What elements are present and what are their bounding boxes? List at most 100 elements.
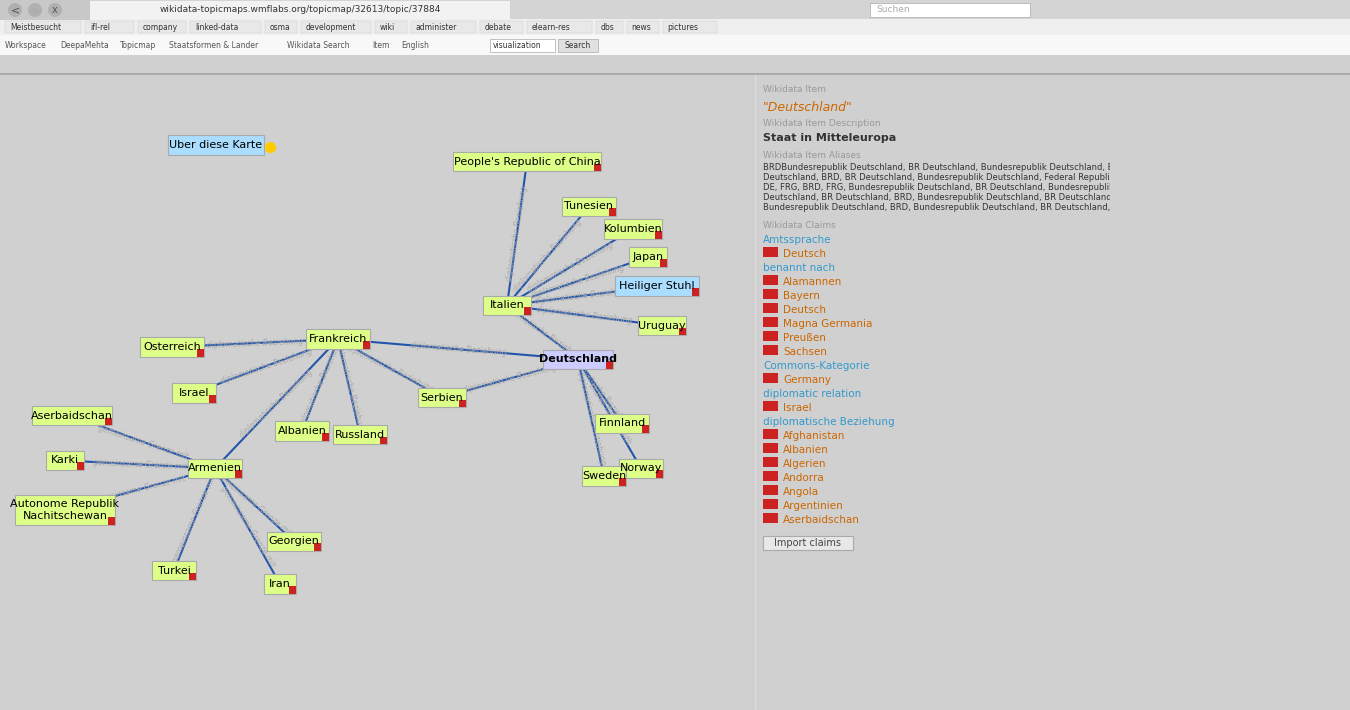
Bar [769,247,774,257]
Text: company: company [143,23,178,31]
Text: Wikidata Item Description: Wikidata Item Description [763,119,880,128]
Bar [459,400,466,408]
Bar [90,1,510,19]
Bar [321,433,329,441]
Bar [169,135,263,155]
Bar [265,21,297,33]
Bar [637,316,686,335]
Text: Aserbaidschan: Aserbaidschan [31,410,113,420]
Text: Frankreich: Frankreich [309,334,367,344]
Bar [769,443,774,453]
Bar [763,373,769,383]
Bar [774,331,778,341]
Text: Tunesien: Tunesien [564,202,613,212]
Bar [235,470,242,479]
Bar [769,513,774,523]
Bar [0,73,1350,75]
Bar [679,327,686,335]
Bar [655,231,663,239]
Text: >: > [30,5,39,15]
Text: Algerien: Algerien [783,459,826,469]
Text: Italien: Italien [490,300,524,310]
Text: DeepaMehta: DeepaMehta [59,40,108,50]
Bar [267,532,321,551]
Bar [763,289,769,299]
Bar [595,413,649,433]
Bar [0,35,1350,55]
Text: Magna Germania: Magna Germania [783,319,872,329]
Text: Deutschland, BRD, BR Deutschland, Bundesrepublik Deutschland, Federal Republic o: Deutschland, BRD, BR Deutschland, Bundes… [763,173,1169,182]
Bar [289,586,297,594]
Text: Search: Search [564,40,591,50]
Bar [105,417,112,425]
Bar [275,422,329,441]
Bar [363,341,370,349]
Text: visualization: visualization [493,40,541,50]
Bar [774,275,778,285]
Bar [769,345,774,355]
Text: Angola: Angola [783,487,819,497]
Text: Deutsch: Deutsch [783,249,826,259]
Text: Wikidata Item: Wikidata Item [763,85,826,94]
Bar [774,289,778,299]
Text: Japan: Japan [632,252,664,262]
Text: news: news [632,23,651,31]
Bar [153,561,196,581]
Text: gemeinsame Grenze mit: gemeinsame Grenze mit [93,458,188,471]
Bar [763,429,769,439]
Bar [0,0,90,20]
Text: "Deutschland": "Deutschland" [763,101,853,114]
Bar [769,303,774,313]
Bar [763,345,769,355]
Bar [606,361,613,369]
Text: Russland: Russland [335,430,385,439]
Bar [663,21,717,33]
Text: diplomatische Beziehung: diplomatische Beziehung [536,305,633,326]
Bar [774,401,778,411]
Text: Amtssprache: Amtssprache [763,235,832,245]
Text: osma: osma [270,23,290,31]
Bar [693,288,699,296]
Bar [0,19,1350,35]
Bar [763,401,769,411]
Text: diplomatische Beziehung: diplomatische Beziehung [344,343,435,394]
Bar [769,499,774,509]
Bar [763,513,769,523]
Bar [197,349,204,357]
Bar [108,518,115,525]
Bar [769,331,774,341]
Bar [594,163,601,171]
Bar [774,373,778,383]
Text: Heiliger Stuhl: Heiliger Stuhl [620,281,695,291]
Text: Staat in Mitteleuropa: Staat in Mitteleuropa [763,133,896,143]
Text: Wikidata Claims: Wikidata Claims [763,221,836,230]
Bar [375,21,406,33]
Bar [454,152,601,171]
Text: Meistbesucht: Meistbesucht [9,23,61,31]
Bar [763,331,769,341]
Bar [763,317,769,327]
Text: Iran: Iran [269,579,292,589]
Bar [763,275,769,285]
Text: dbs: dbs [601,23,614,31]
Bar [301,21,371,33]
Bar [626,21,659,33]
Bar [774,247,778,257]
Bar [618,479,625,486]
Bar [769,429,774,439]
Text: Wikidata Search: Wikidata Search [286,40,350,50]
Bar [769,373,774,383]
Bar [5,21,81,33]
Text: Albanien: Albanien [278,426,327,436]
Text: People's Republic of China: People's Republic of China [454,156,601,167]
Bar [774,345,778,355]
Text: diplomatische Beziehung: diplomatische Beziehung [525,241,614,294]
Text: diplomatische Beziehung: diplomatische Beziehung [505,185,529,282]
Bar [763,247,769,257]
Text: diplomatic relation: diplomatic relation [763,389,861,399]
Text: diplomatische Beziehung: diplomatische Beziehung [500,302,585,363]
Bar [763,471,769,481]
Text: Staatsformen & Lander: Staatsformen & Lander [169,40,259,50]
Text: BRDBundesrepublik Deutschland, BR Deutschland, Bundesrepublik Deutschland, BRD, : BRDBundesrepublik Deutschland, BR Deutsc… [763,163,1143,172]
Bar [763,303,769,313]
